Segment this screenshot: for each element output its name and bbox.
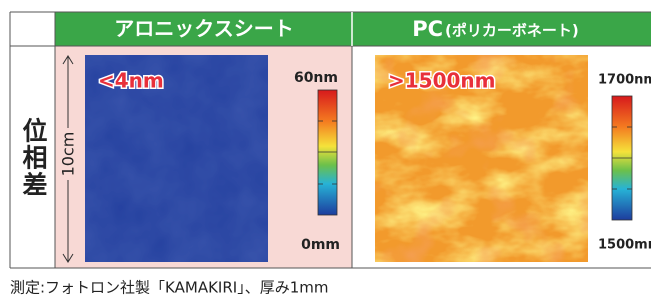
page: {"table": { "row_label": "位相差", "scale_l… [0, 0, 651, 302]
value-label: >1500nm [388, 69, 496, 93]
colorbar-min: 1500mm [598, 238, 651, 253]
row-label: 位相差 [19, 117, 48, 199]
value-label: <4nm [98, 69, 164, 93]
colorbar-max: 60nm [294, 70, 338, 86]
column-title: PC [412, 17, 443, 41]
colorbar-min: 0mm [301, 237, 340, 253]
footnote: 測定:フォトロン社製「KAMAKIRI」、厚み1mm [10, 279, 328, 297]
scale-label: 10cm [59, 132, 78, 177]
colorbar-max: 1700nm [598, 73, 651, 88]
figure: アロニックスシート PC (ポリカーボネート) 位相差 10cm <4nm 60… [0, 0, 651, 302]
column-subtitle: (ポリカーボネート) [445, 22, 579, 40]
column-title: アロニックスシート [114, 17, 293, 41]
colorbar [318, 90, 337, 215]
